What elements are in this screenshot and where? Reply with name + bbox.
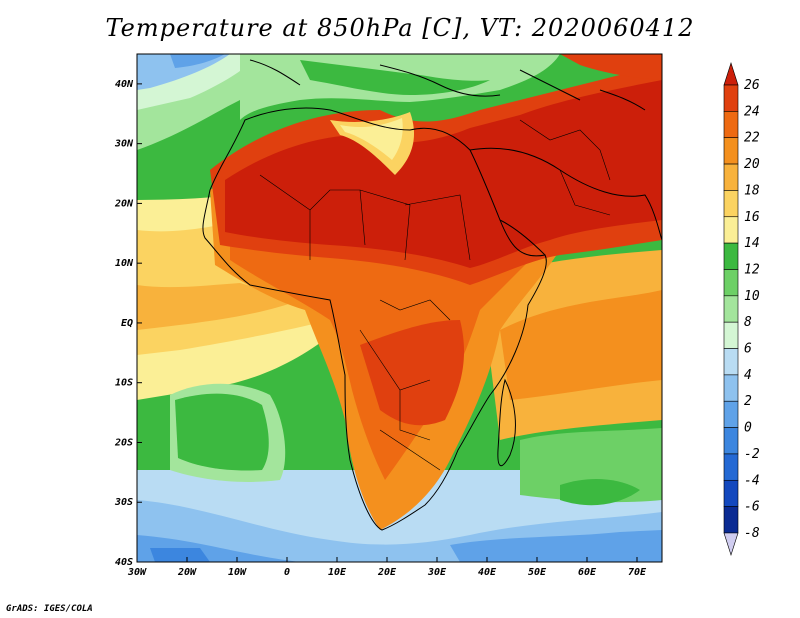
x-axis: 30W 20W 10W 0 10E 20E 30E 40E 50E 60E 70E <box>127 557 647 578</box>
y-tick-label: EQ <box>121 318 133 329</box>
x-tick-label: 10E <box>328 567 347 578</box>
colorbar-swatch <box>723 321 739 349</box>
colorbar-label: 0 <box>744 421 752 436</box>
y-axis: 40N 30N 20N 10N EQ 10S 20S 30S 40S <box>114 79 142 568</box>
y-tick-label: 20S <box>114 437 133 448</box>
colorbar-swatch <box>723 269 739 297</box>
colorbar-label: 6 <box>744 342 752 357</box>
colorbar-label: 24 <box>744 104 760 119</box>
colorbar-label: 20 <box>744 157 760 172</box>
colorbar-label: 26 <box>744 78 760 93</box>
plot-frame <box>136 53 663 563</box>
credit-text: GrADS: IGES/COLA <box>6 604 93 614</box>
colorbar-swatch <box>723 453 739 481</box>
colorbar-label: -2 <box>744 447 760 462</box>
y-tick-label: 20N <box>114 198 134 209</box>
colorbar-swatch <box>723 190 739 218</box>
coastlines <box>202 59 662 531</box>
x-tick-label: 70E <box>628 567 647 578</box>
colorbar-label: -4 <box>744 473 760 488</box>
colorbar-swatch <box>723 479 739 507</box>
x-tick-label: 20E <box>377 567 397 578</box>
colorbar-swatch <box>723 348 739 376</box>
colorbar-swatch <box>723 506 739 534</box>
country-borders <box>259 119 611 471</box>
colorbar-label: -8 <box>744 526 760 541</box>
colorbar-cap-bottom <box>723 532 739 556</box>
colorbar-cap-top <box>723 62 739 86</box>
x-tick-label: 30E <box>427 567 447 578</box>
x-tick-label: 10W <box>228 567 247 578</box>
colorbar-swatch <box>723 427 739 455</box>
colorbar-swatch <box>723 163 739 191</box>
x-tick-label: 40E <box>478 567 497 578</box>
y-tick-label: 30S <box>114 497 133 508</box>
colorbar-swatch <box>723 137 739 165</box>
colorbar-swatch <box>723 295 739 323</box>
colorbar-label: 18 <box>744 183 760 198</box>
colorbar-label: 16 <box>744 210 760 225</box>
colorbar-swatch <box>723 216 739 244</box>
colorbar-label: 10 <box>744 289 760 304</box>
colorbar-label: -6 <box>744 500 760 515</box>
y-tick-label: 10N <box>115 258 134 269</box>
map-title: Temperature at 850hPa [C], VT: 202006041… <box>105 14 695 42</box>
colorbar-label: 14 <box>744 236 760 251</box>
temperature-field <box>137 54 662 562</box>
x-tick-label: 0 <box>284 567 290 578</box>
y-tick-label: 30N <box>114 139 134 150</box>
colorbar-swatch <box>723 374 739 402</box>
y-tick-label: 10S <box>115 378 133 389</box>
colorbar-swatch <box>723 242 739 270</box>
colorbar-swatch <box>723 400 739 428</box>
colorbar-label: 2 <box>744 394 752 409</box>
y-tick-label: 40N <box>115 79 134 90</box>
colorbar-swatch <box>723 111 739 139</box>
x-tick-label: 50E <box>528 567 547 578</box>
y-tick-label: 40S <box>115 557 133 568</box>
x-tick-label: 20W <box>177 567 197 578</box>
colorbar-label: 12 <box>744 262 760 277</box>
x-tick-label: 30W <box>127 567 147 578</box>
colorbar-label: 8 <box>744 315 752 330</box>
colorbar-label: 4 <box>744 368 752 383</box>
colorbar-swatch <box>723 84 739 112</box>
colorbar-label: 22 <box>744 131 760 146</box>
x-tick-label: 60E <box>578 567 597 578</box>
